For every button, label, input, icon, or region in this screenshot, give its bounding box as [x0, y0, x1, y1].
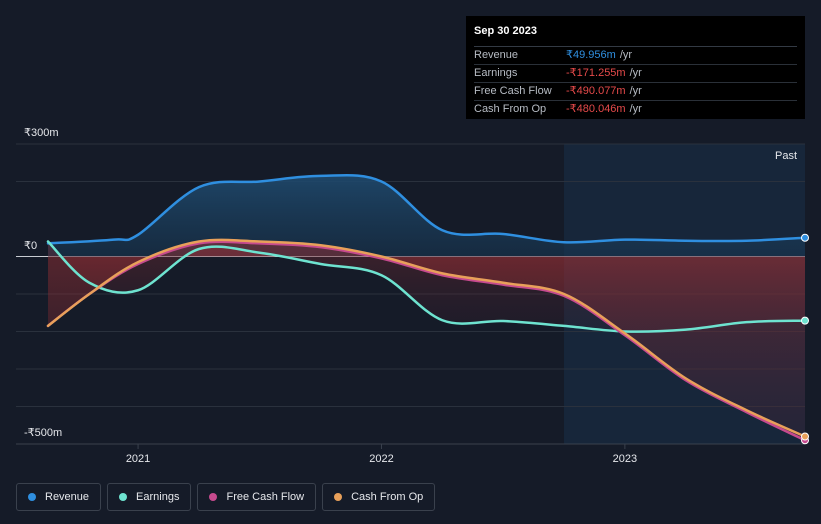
negative-area — [48, 241, 805, 441]
cash-from-op-line — [46, 238, 807, 438]
tooltip-unit: /yr — [629, 85, 642, 97]
revenue-end-dot — [801, 233, 809, 242]
x-tick-label: 2022 — [369, 453, 393, 465]
legend-dot-icon — [334, 493, 343, 501]
tooltip-value: -₹480.046m — [566, 103, 626, 115]
series-end-markers — [801, 233, 809, 445]
series-lines — [46, 174, 807, 442]
x-tick-label: 2021 — [126, 453, 150, 465]
legend-item-earnings[interactable]: Earnings — [107, 483, 192, 511]
x-axis: 2021 2022 2023 — [126, 444, 637, 465]
tooltip-value: ₹49.956m — [566, 49, 616, 61]
x-tick-label: 2023 — [613, 453, 637, 465]
legend-dot-icon — [209, 493, 218, 501]
earnings-end-dot — [801, 316, 809, 325]
tooltip-unit: /yr — [619, 49, 633, 61]
revenue-line — [46, 174, 807, 245]
legend-item-cash-from-op[interactable]: Cash From Op — [322, 483, 436, 511]
tooltip-value: -₹490.077m — [566, 85, 626, 97]
tooltip-label: Revenue — [474, 49, 519, 61]
legend-item-free-cash-flow[interactable]: Free Cash Flow — [197, 483, 317, 511]
legend-label: Revenue — [45, 491, 90, 503]
legend-dot-icon — [119, 493, 128, 501]
legend-dot-icon — [28, 493, 36, 501]
area-fills — [48, 175, 805, 441]
tooltip-date: Sep 30 2023 — [474, 24, 797, 47]
earnings-line — [46, 240, 807, 333]
cash-from-op-end-dot — [801, 432, 809, 441]
legend-item-revenue[interactable]: Revenue — [16, 483, 102, 511]
y-tick-label-min: -₹500m — [24, 427, 63, 439]
past-label: Past — [774, 150, 797, 162]
tooltip-unit: /yr — [629, 67, 642, 79]
tooltip-label: Cash From Op — [474, 103, 547, 115]
tooltip-row-earnings: Earnings -₹171.255m /yr — [474, 65, 797, 83]
legend-label: Cash From Op — [351, 491, 424, 503]
revenue-area — [48, 175, 805, 257]
tooltip-row-revenue: Revenue ₹49.956m /yr — [474, 47, 797, 65]
y-tick-label-zero: ₹0 — [24, 240, 38, 252]
tooltip: Sep 30 2023 Revenue ₹49.956m /yr Earning… — [466, 16, 805, 119]
legend-label: Earnings — [136, 491, 180, 503]
tooltip-row-cash-from-op: Cash From Op -₹480.046m /yr — [474, 101, 797, 118]
tooltip-row-free-cash-flow: Free Cash Flow -₹490.077m /yr — [474, 83, 797, 101]
legend-label: Free Cash Flow — [226, 491, 305, 503]
tooltip-unit: /yr — [629, 103, 642, 115]
free-cash-flow-line — [46, 240, 807, 442]
tooltip-value: -₹171.255m — [566, 67, 626, 79]
legend: Revenue Earnings Free Cash Flow Cash Fro… — [16, 483, 436, 511]
tooltip-label: Earnings — [474, 67, 518, 79]
tooltip-label: Free Cash Flow — [474, 85, 552, 97]
y-tick-label-max: ₹300m — [24, 127, 59, 139]
